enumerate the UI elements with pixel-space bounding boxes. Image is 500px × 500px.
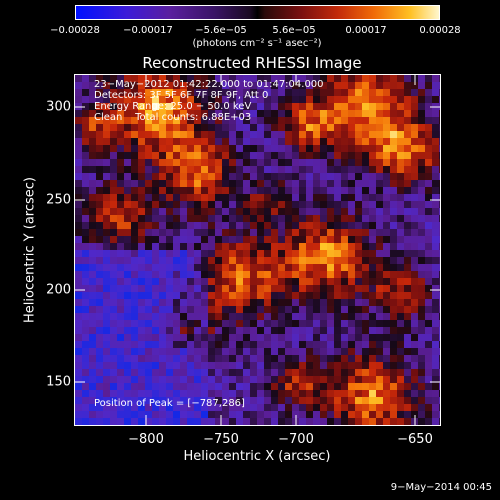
y-axis-label: Heliocentric Y (arcsec) xyxy=(22,177,38,323)
timestamp: 9−May−2014 00:45 xyxy=(390,482,492,493)
x-tick-label: −750 xyxy=(203,432,239,447)
rhessi-image xyxy=(74,74,441,426)
colorbar-tick: −0.00017 xyxy=(123,25,173,36)
x-tick-label: −650 xyxy=(397,432,433,447)
x-axis-label: Heliocentric X (arcsec) xyxy=(183,449,331,464)
colorbar-units: (photons cm⁻² s⁻¹ asec⁻²) xyxy=(192,38,322,49)
x-tick-label: −800 xyxy=(128,432,164,447)
y-tick-label: 300 xyxy=(46,99,71,115)
x-tick-label: −700 xyxy=(278,432,314,447)
heatmap xyxy=(75,75,440,425)
colorbar-tick: 5.6e−05 xyxy=(272,25,316,36)
info-time-range: 23−May−2012 01:42:22.000 to 01:47:04.000 xyxy=(94,79,324,90)
colorbar-tick: 0.00017 xyxy=(345,25,387,36)
y-tick-label: 150 xyxy=(46,374,71,390)
info-energy-range: Energy Range: 25.0 − 50.0 keV xyxy=(94,101,252,112)
info-total-counts: Clean Total counts: 6.88E+03 xyxy=(94,112,252,123)
colorbar-tick: −5.6e−05 xyxy=(195,25,247,36)
info-peak-position: Position of Peak = [−787,286] xyxy=(94,398,245,409)
colorbar-tick: −0.00028 xyxy=(50,25,100,36)
image-title: Reconstructed RHESSI Image xyxy=(142,54,362,72)
info-detectors: Detectors: 3F 5F 6F 7F 8F 9F, Att 0 xyxy=(94,90,269,101)
y-tick-label: 250 xyxy=(46,192,71,208)
y-tick-label: 200 xyxy=(46,282,71,298)
colorbar xyxy=(75,5,440,20)
axis-tick-marks xyxy=(75,75,440,425)
colorbar-tick: 0.00028 xyxy=(419,25,461,36)
